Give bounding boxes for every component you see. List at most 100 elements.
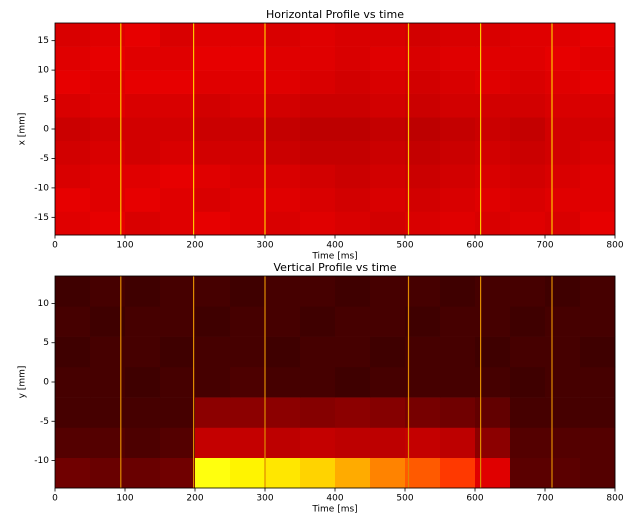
- heatmap-cell: [580, 457, 616, 489]
- heatmap-cell: [265, 276, 301, 307]
- heatmap-cell: [195, 93, 231, 118]
- heatmap-cell: [160, 366, 196, 398]
- heatmap-cell: [440, 427, 476, 458]
- heatmap-cell: [125, 427, 161, 458]
- heatmap-cell: [125, 457, 161, 489]
- heatmap-cell: [510, 306, 546, 337]
- heatmap-cell: [405, 457, 441, 489]
- heatmap-cell: [580, 366, 616, 398]
- y-tick-label: 10: [38, 66, 50, 76]
- heatmap-cell: [370, 306, 406, 337]
- heatmap-cell: [510, 93, 546, 118]
- x-tick-label: 0: [52, 241, 58, 251]
- y-tick-label: 15: [38, 36, 49, 46]
- heatmap-cell: [55, 397, 91, 428]
- heatmap-cell: [440, 366, 476, 398]
- heatmap-cell: [55, 306, 91, 337]
- heatmap-cell: [230, 397, 266, 428]
- heatmap-cell: [335, 366, 371, 398]
- heatmap-cell: [370, 366, 406, 398]
- heatmap-cell: [300, 306, 336, 337]
- heatmap-cell: [440, 23, 476, 47]
- heatmap-cell: [580, 23, 616, 47]
- heatmap-cell: [335, 93, 371, 118]
- heatmap-cell: [335, 397, 371, 428]
- heatmap-cell: [90, 187, 126, 212]
- heatmap-cell: [55, 117, 91, 142]
- heatmap-cell: [265, 46, 301, 71]
- heatmap-cell: [230, 140, 266, 165]
- heatmap-cell: [510, 187, 546, 212]
- heatmap-cell: [405, 366, 441, 398]
- heatmap-cell: [300, 23, 336, 47]
- heatmap-cell: [405, 397, 441, 428]
- heatmap-cell: [405, 276, 441, 307]
- heatmap-cell: [265, 306, 301, 337]
- heatmap-cell: [90, 276, 126, 307]
- heatmap-cell: [510, 164, 546, 189]
- heatmap-cell: [545, 70, 581, 94]
- heatmap-cell: [580, 70, 616, 94]
- heatmap-cell: [265, 140, 301, 165]
- heatmap-cell: [335, 117, 371, 142]
- x-tick-label: 400: [326, 241, 343, 251]
- heatmap-cell: [265, 187, 301, 212]
- heatmap-cell: [370, 211, 406, 236]
- heatmap-cell: [580, 46, 616, 71]
- heatmap-cell: [335, 23, 371, 47]
- heatmap-cell: [475, 117, 511, 142]
- x-tick-label: 0: [52, 494, 58, 504]
- x-tick-label: 800: [606, 494, 623, 504]
- heatmap-cell: [195, 23, 231, 47]
- heatmap-cell: [90, 211, 126, 236]
- heatmap-cell: [440, 397, 476, 428]
- heatmap-cell: [230, 457, 266, 489]
- heatmap-cell: [125, 366, 161, 398]
- heatmap-cell: [335, 211, 371, 236]
- heatmap-cell: [335, 427, 371, 458]
- heatmap-cell: [230, 46, 266, 71]
- heatmap-cell: [160, 70, 196, 94]
- heatmap-cell: [545, 306, 581, 337]
- heatmap-cell: [160, 457, 196, 489]
- heatmap-cell: [510, 140, 546, 165]
- heatmap-cell: [510, 23, 546, 47]
- heatmap-cell: [510, 397, 546, 428]
- heatmap: [55, 276, 616, 489]
- heatmap-cell: [55, 276, 91, 307]
- x-tick-label: 500: [396, 241, 413, 251]
- heatmap-cell: [335, 457, 371, 489]
- heatmap-cell: [125, 211, 161, 236]
- heatmap-cell: [405, 23, 441, 47]
- heatmap-cell: [475, 93, 511, 118]
- heatmap-cell: [335, 46, 371, 71]
- x-tick-label: 300: [256, 241, 273, 251]
- y-tick-label: 5: [43, 95, 49, 105]
- x-tick-label: 700: [536, 241, 553, 251]
- heatmap-cell: [55, 46, 91, 71]
- heatmap-cell: [265, 117, 301, 142]
- heatmap-cell: [195, 427, 231, 458]
- heatmap-cell: [545, 336, 581, 368]
- heatmap-cell: [125, 336, 161, 368]
- heatmap-cell: [160, 211, 196, 236]
- heatmap-cell: [300, 366, 336, 398]
- heatmap-cell: [405, 46, 441, 71]
- heatmap-cell: [440, 211, 476, 236]
- heatmap-cell: [510, 276, 546, 307]
- heatmap-cell: [545, 397, 581, 428]
- x-axis-label: Time [ms]: [311, 252, 357, 262]
- heatmap-cell: [510, 366, 546, 398]
- heatmap-cell: [125, 187, 161, 212]
- heatmap-cell: [475, 70, 511, 94]
- heatmap-cell: [160, 306, 196, 337]
- heatmap-cell: [510, 336, 546, 368]
- heatmap-cell: [90, 140, 126, 165]
- heatmap-cell: [545, 23, 581, 47]
- heatmap-cell: [300, 187, 336, 212]
- heatmap-cell: [300, 276, 336, 307]
- x-tick-label: 300: [256, 494, 273, 504]
- heatmap-cell: [125, 276, 161, 307]
- heatmap-cell: [405, 427, 441, 458]
- heatmap-cell: [475, 23, 511, 47]
